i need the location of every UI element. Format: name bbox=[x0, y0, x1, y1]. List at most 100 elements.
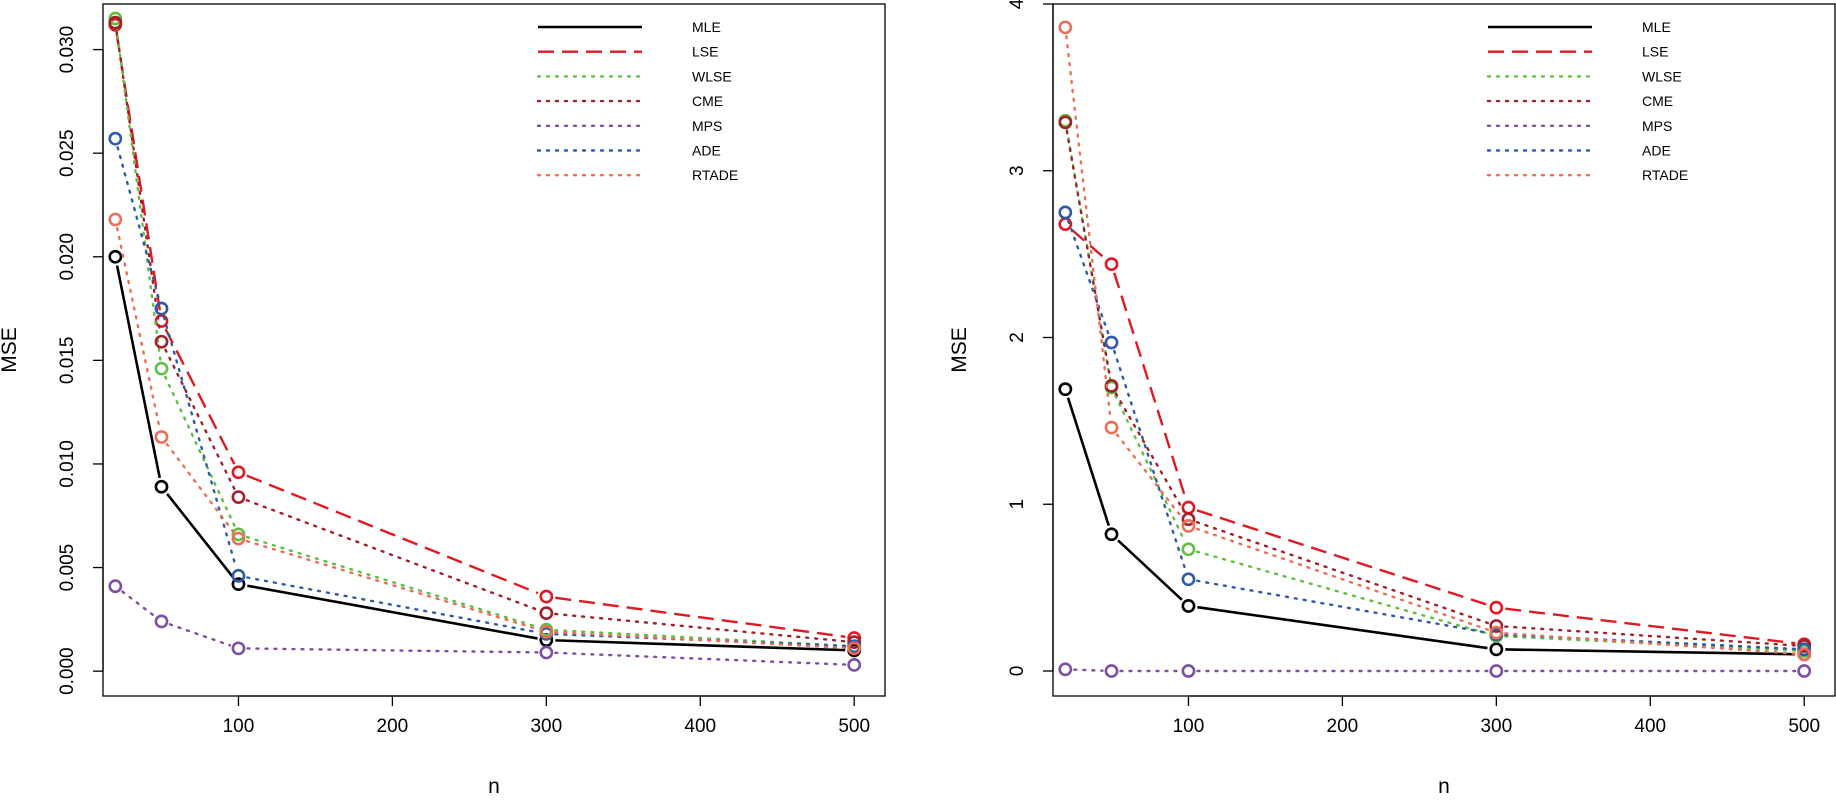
y-tick-label: 1 bbox=[1007, 499, 1028, 510]
data-point bbox=[154, 301, 169, 316]
data-point bbox=[1058, 115, 1073, 130]
series-lse bbox=[1058, 217, 1812, 652]
series-line-segment bbox=[1073, 668, 1104, 672]
y-tick-label: 0.000 bbox=[57, 647, 78, 695]
series-line-segment bbox=[554, 628, 847, 647]
data-point bbox=[154, 430, 169, 444]
series-line-segment bbox=[1505, 607, 1796, 645]
data-point bbox=[1489, 642, 1504, 657]
x-axis-title: n bbox=[1438, 775, 1450, 798]
series-line-segment bbox=[1117, 539, 1183, 601]
series-wlse bbox=[108, 11, 862, 654]
plot-frame bbox=[1052, 3, 1836, 697]
x-tick-label: 400 bbox=[1634, 716, 1666, 737]
y-tick-label: 0.010 bbox=[57, 440, 78, 488]
series-line-segment bbox=[245, 539, 539, 631]
data-point bbox=[1489, 619, 1504, 633]
series-line-segment bbox=[245, 499, 540, 612]
data-point bbox=[1058, 20, 1073, 35]
legend-label: MLE bbox=[692, 19, 721, 35]
series-line-segment bbox=[164, 328, 236, 465]
series-line-segment bbox=[165, 442, 235, 533]
series-line-segment bbox=[116, 146, 161, 302]
series-line-segment bbox=[1196, 579, 1489, 634]
series-rtade bbox=[1058, 20, 1812, 662]
chart-panel-2: 100 200 300 400 500 0 1 2 3 4 n MSE MLE LSE WLSE CME MPS… bbox=[948, 0, 1836, 798]
data-point bbox=[1104, 420, 1119, 435]
y-tick-label: 0.005 bbox=[57, 544, 78, 592]
y-tick-label: 0.020 bbox=[57, 233, 78, 281]
series-line-segment bbox=[246, 576, 539, 634]
series-line-segment bbox=[1195, 520, 1490, 625]
data-point bbox=[108, 249, 123, 264]
data-point bbox=[154, 361, 169, 376]
series-ade bbox=[108, 131, 862, 654]
series-line-segment bbox=[162, 316, 238, 569]
data-point bbox=[1058, 205, 1073, 220]
data-point bbox=[1797, 647, 1812, 662]
x-tick-label: 200 bbox=[377, 716, 409, 737]
data-point bbox=[539, 606, 554, 621]
series-ade bbox=[1058, 205, 1812, 657]
data-point bbox=[231, 490, 246, 505]
legend-label: RTADE bbox=[692, 167, 738, 183]
data-point bbox=[1104, 335, 1119, 350]
series-line-segment bbox=[1505, 648, 1796, 656]
data-point bbox=[539, 589, 554, 604]
x-tick-label: 400 bbox=[684, 716, 716, 737]
series-line-segment bbox=[246, 647, 539, 654]
series-mps bbox=[1058, 662, 1812, 678]
series-line-segment bbox=[1504, 632, 1797, 655]
data-point bbox=[231, 531, 246, 546]
series-line-segment bbox=[1067, 219, 1110, 336]
data-point bbox=[1181, 542, 1196, 557]
x-tick-label: 500 bbox=[838, 716, 870, 737]
y-tick-label: 4 bbox=[1007, 0, 1028, 9]
chart-panel-1: 100 200 300 400 500 0.000 0.005 0.010 0.015 0.020… bbox=[0, 3, 886, 798]
y-tick-label: 0 bbox=[1007, 666, 1028, 677]
series-line-segment bbox=[164, 348, 236, 491]
series-line-segment bbox=[245, 535, 539, 629]
x-tick-label: 500 bbox=[1788, 716, 1820, 737]
series-rtade bbox=[108, 212, 862, 656]
data-point bbox=[231, 527, 246, 542]
series-line-segment bbox=[121, 590, 156, 618]
data-point bbox=[1104, 664, 1119, 678]
series-line-segment bbox=[1196, 509, 1489, 606]
data-point bbox=[847, 641, 862, 656]
data-point bbox=[847, 658, 862, 672]
x-tick-label: 200 bbox=[1327, 716, 1359, 737]
legend-label: LSE bbox=[1642, 44, 1668, 60]
data-point bbox=[231, 465, 246, 480]
x-tick-label: 300 bbox=[530, 716, 562, 737]
series-line-segment bbox=[1114, 392, 1186, 513]
y-tick-label: 3 bbox=[1007, 165, 1028, 176]
data-point bbox=[108, 579, 123, 594]
series-line-segment bbox=[1115, 433, 1185, 521]
series-line-segment bbox=[1065, 130, 1112, 379]
y-tick-label: 0.025 bbox=[57, 129, 78, 177]
series-line-segment bbox=[115, 227, 161, 430]
series-line-segment bbox=[555, 596, 846, 638]
data-point bbox=[1181, 519, 1196, 533]
data-point bbox=[1181, 572, 1196, 587]
legend-label: MLE bbox=[1642, 19, 1671, 35]
x-axis-title: n bbox=[488, 775, 500, 798]
series-line-segment bbox=[554, 631, 847, 650]
series-line-segment bbox=[1197, 605, 1488, 650]
data-point bbox=[1181, 512, 1196, 527]
data-point bbox=[847, 635, 862, 650]
series-line-segment bbox=[115, 26, 162, 361]
series-wlse bbox=[1058, 113, 1812, 658]
series-line-segment bbox=[1195, 550, 1489, 635]
x-tick-label: 100 bbox=[223, 716, 255, 737]
series-mle bbox=[108, 249, 862, 658]
series-line-segment bbox=[1114, 394, 1186, 543]
series-line-segment bbox=[166, 492, 234, 578]
data-point bbox=[539, 645, 554, 660]
series-lse bbox=[108, 17, 862, 645]
data-point bbox=[1489, 600, 1504, 615]
data-point bbox=[1489, 625, 1504, 640]
legend: MLE LSE WLSE CME MPS ADE RTADE bbox=[1486, 19, 1688, 183]
legend-label: CME bbox=[1642, 93, 1673, 109]
